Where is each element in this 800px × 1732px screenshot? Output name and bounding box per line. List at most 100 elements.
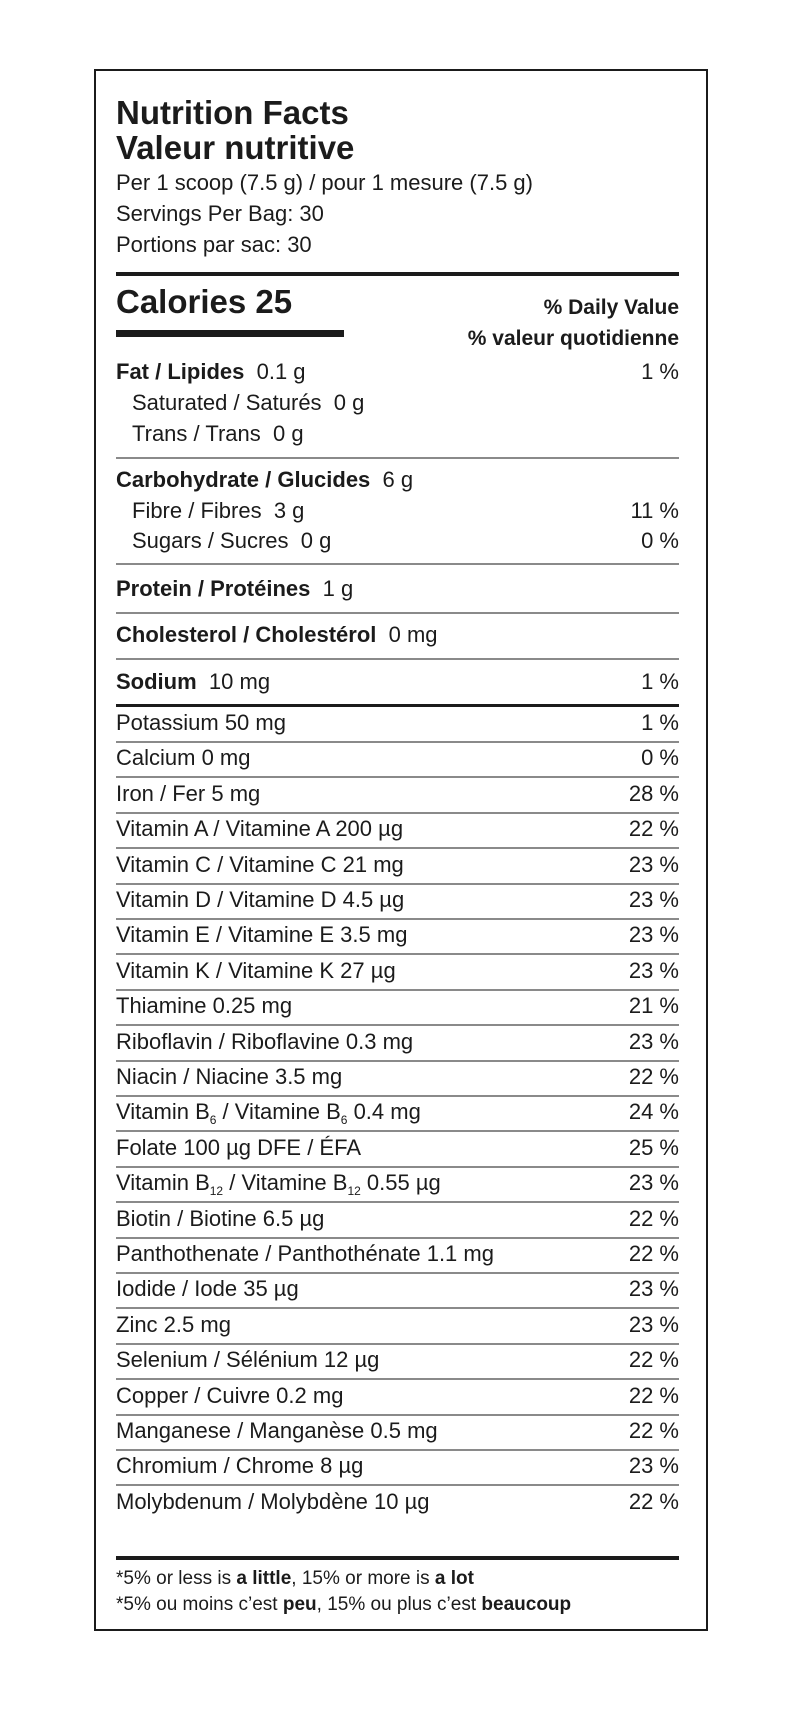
nutrient-row: Calcium 0 mg 0 % [116,745,679,771]
row-divider [116,1060,679,1062]
nutrient-label: Vitamin E / Vitamine E 3.5 mg [116,922,407,948]
fat-amount: 0.1 g [256,359,306,384]
row-divider [116,953,679,955]
serving-size: Per 1 scoop (7.5 g) / pour 1 mesure (7.5… [116,170,533,195]
nutrient-text: Vitamin K / Vitamine K 27 µg [116,958,396,983]
saturated-amount: 0 g [333,390,365,415]
sodium-row: Sodium 10 mg 1 % [116,669,679,695]
divider-carbohydrate [116,563,679,565]
sodium-amount: 10 mg [208,669,271,694]
nutrient-dv: 22 % [628,1347,679,1372]
nutrient-dv: 0 % [641,745,679,770]
nutrient-row: Vitamin K / Vitamine K 27 µg 23 % [116,958,679,984]
row-divider [116,812,679,814]
nutrient-row: Potassium 50 mg 1 % [116,710,679,736]
header-divider [116,272,679,276]
nutrient-dv: 21 % [628,993,679,1018]
nutrient-row: Vitamin C / Vitamine C 21 mg 23 % [116,852,679,878]
nutrient-dv: 23 % [628,1170,679,1195]
nutrient-row: Molybdenum / Molybdène 10 µg 22 % [116,1489,679,1515]
nutrient-row: Vitamin D / Vitamine D 4.5 µg 23 % [116,887,679,913]
nutrient-text: Copper / Cuivre 0.2 mg [116,1383,344,1408]
nutrient-row: Riboflavin / Riboflavine 0.3 mg 23 % [116,1029,679,1055]
nutrient-row: Iodide / Iode 35 µg 23 % [116,1276,679,1302]
protein-row: Protein / Protéines 1 g [116,576,679,602]
protein-name: Protein / Protéines [116,576,311,601]
nutrient-dv: 23 % [628,1312,679,1337]
sugars-name: Sugars / Sucres [132,528,289,553]
sugars-dv: 0 % [641,528,679,553]
nutrient-text: Vitamin C / Vitamine C 21 mg [116,852,404,877]
cholesterol-name: Cholesterol / Cholestérol [116,622,377,647]
row-divider [116,1201,679,1203]
nutrient-dv: 22 % [628,1206,679,1231]
row-divider [116,1378,679,1380]
trans-row: Trans / Trans 0 g [116,421,679,447]
nutrient-label: Molybdenum / Molybdène 10 µg [116,1489,430,1515]
nutrient-label: Vitamin C / Vitamine C 21 mg [116,852,404,878]
panel-content: Nutrition Facts Valeur nutritive Per 1 s… [116,71,679,1629]
nutrient-label: Iron / Fer 5 mg [116,781,260,807]
nutrient-label: Thiamine 0.25 mg [116,993,292,1019]
nutrient-text: / Vitamine B [216,1099,341,1124]
footnote-en-part2: , 15% or more is [291,1568,435,1589]
fat-name: Fat / Lipides [116,359,245,384]
row-divider [116,1166,679,1168]
row-divider [116,883,679,885]
daily-value-heading-fr: % valeur quotidienne [467,327,679,350]
subscript: 12 [209,1184,224,1198]
cholesterol-amount: 0 mg [388,622,438,647]
nutrient-text: Vitamin B [116,1170,210,1195]
nutrient-dv: 1 % [641,710,679,735]
nutrient-text: Vitamin B [116,1099,210,1124]
daily-value-heading-en: % Daily Value [543,296,679,319]
fat-dv: 1 % [641,359,679,384]
nutrient-row: Vitamin B12 / Vitamine B12 0.55 µg 23 % [116,1170,679,1198]
carbohydrate-amount: 6 g [382,467,414,492]
row-divider [116,1414,679,1416]
divider-fat [116,457,679,459]
nutrient-label: Folate 100 µg DFE / ÉFA [116,1135,361,1161]
nutrient-label: Vitamin D / Vitamine D 4.5 µg [116,887,404,913]
nutrient-dv: 23 % [628,958,679,983]
nutrient-dv: 25 % [628,1135,679,1160]
nutrient-row: Thiamine 0.25 mg 21 % [116,993,679,1019]
saturated-name: Saturated / Saturés [132,390,322,415]
nutrient-dv: 23 % [628,887,679,912]
nutrient-text: Molybdenum / Molybdène 10 µg [116,1489,430,1514]
row-divider [116,1307,679,1309]
row-divider [116,989,679,991]
footnote-en-little: a little [236,1568,292,1589]
nutrient-dv: 22 % [628,1241,679,1266]
nutrient-dv: 22 % [628,1064,679,1089]
sugars-amount: 0 g [300,528,332,553]
fibre-dv: 11 % [630,498,679,523]
nutrient-dv: 22 % [628,1489,679,1514]
nutrient-row: Copper / Cuivre 0.2 mg 22 % [116,1383,679,1409]
divider-sodium [116,704,679,707]
nutrient-dv: 23 % [628,1453,679,1478]
footnote-fr-beaucoup: beaucoup [481,1594,572,1615]
nutrient-text: Thiamine 0.25 mg [116,993,293,1018]
nutrient-dv: 23 % [628,922,679,947]
carbohydrate-label: Carbohydrate / Glucides 6 g [116,467,413,493]
cholesterol-label: Cholesterol / Cholestérol 0 mg [116,622,438,648]
nutrient-dv: 22 % [628,1418,679,1443]
footnote-english: *5% or less is a little, 15% or more is … [116,1566,679,1592]
nutrient-row: Chromium / Chrome 8 µg 23 % [116,1453,679,1479]
sodium-dv: 1 % [641,669,679,694]
nutrient-row: Zinc 2.5 mg 23 % [116,1312,679,1338]
nutrient-dv: 28 % [628,781,679,806]
row-divider [116,1484,679,1486]
cholesterol-row: Cholesterol / Cholestérol 0 mg [116,622,679,648]
nutrient-text: Riboflavin / Riboflavine 0.3 mg [116,1029,414,1054]
subscript: 6 [340,1113,348,1127]
nutrient-label: Zinc 2.5 mg [116,1312,231,1338]
nutrient-row: Selenium / Sélénium 12 µg 22 % [116,1347,679,1373]
nutrient-text: 0.4 mg [347,1099,421,1124]
nutrient-dv: 23 % [628,1276,679,1301]
nutrient-row: Vitamin B6 / Vitamine B6 0.4 mg 24 % [116,1099,679,1127]
nutrient-text: Panthothenate / Panthothénate 1.1 mg [116,1241,494,1266]
row-divider [116,1449,679,1451]
nutrient-text: Vitamin A / Vitamine A 200 µg [116,816,404,841]
